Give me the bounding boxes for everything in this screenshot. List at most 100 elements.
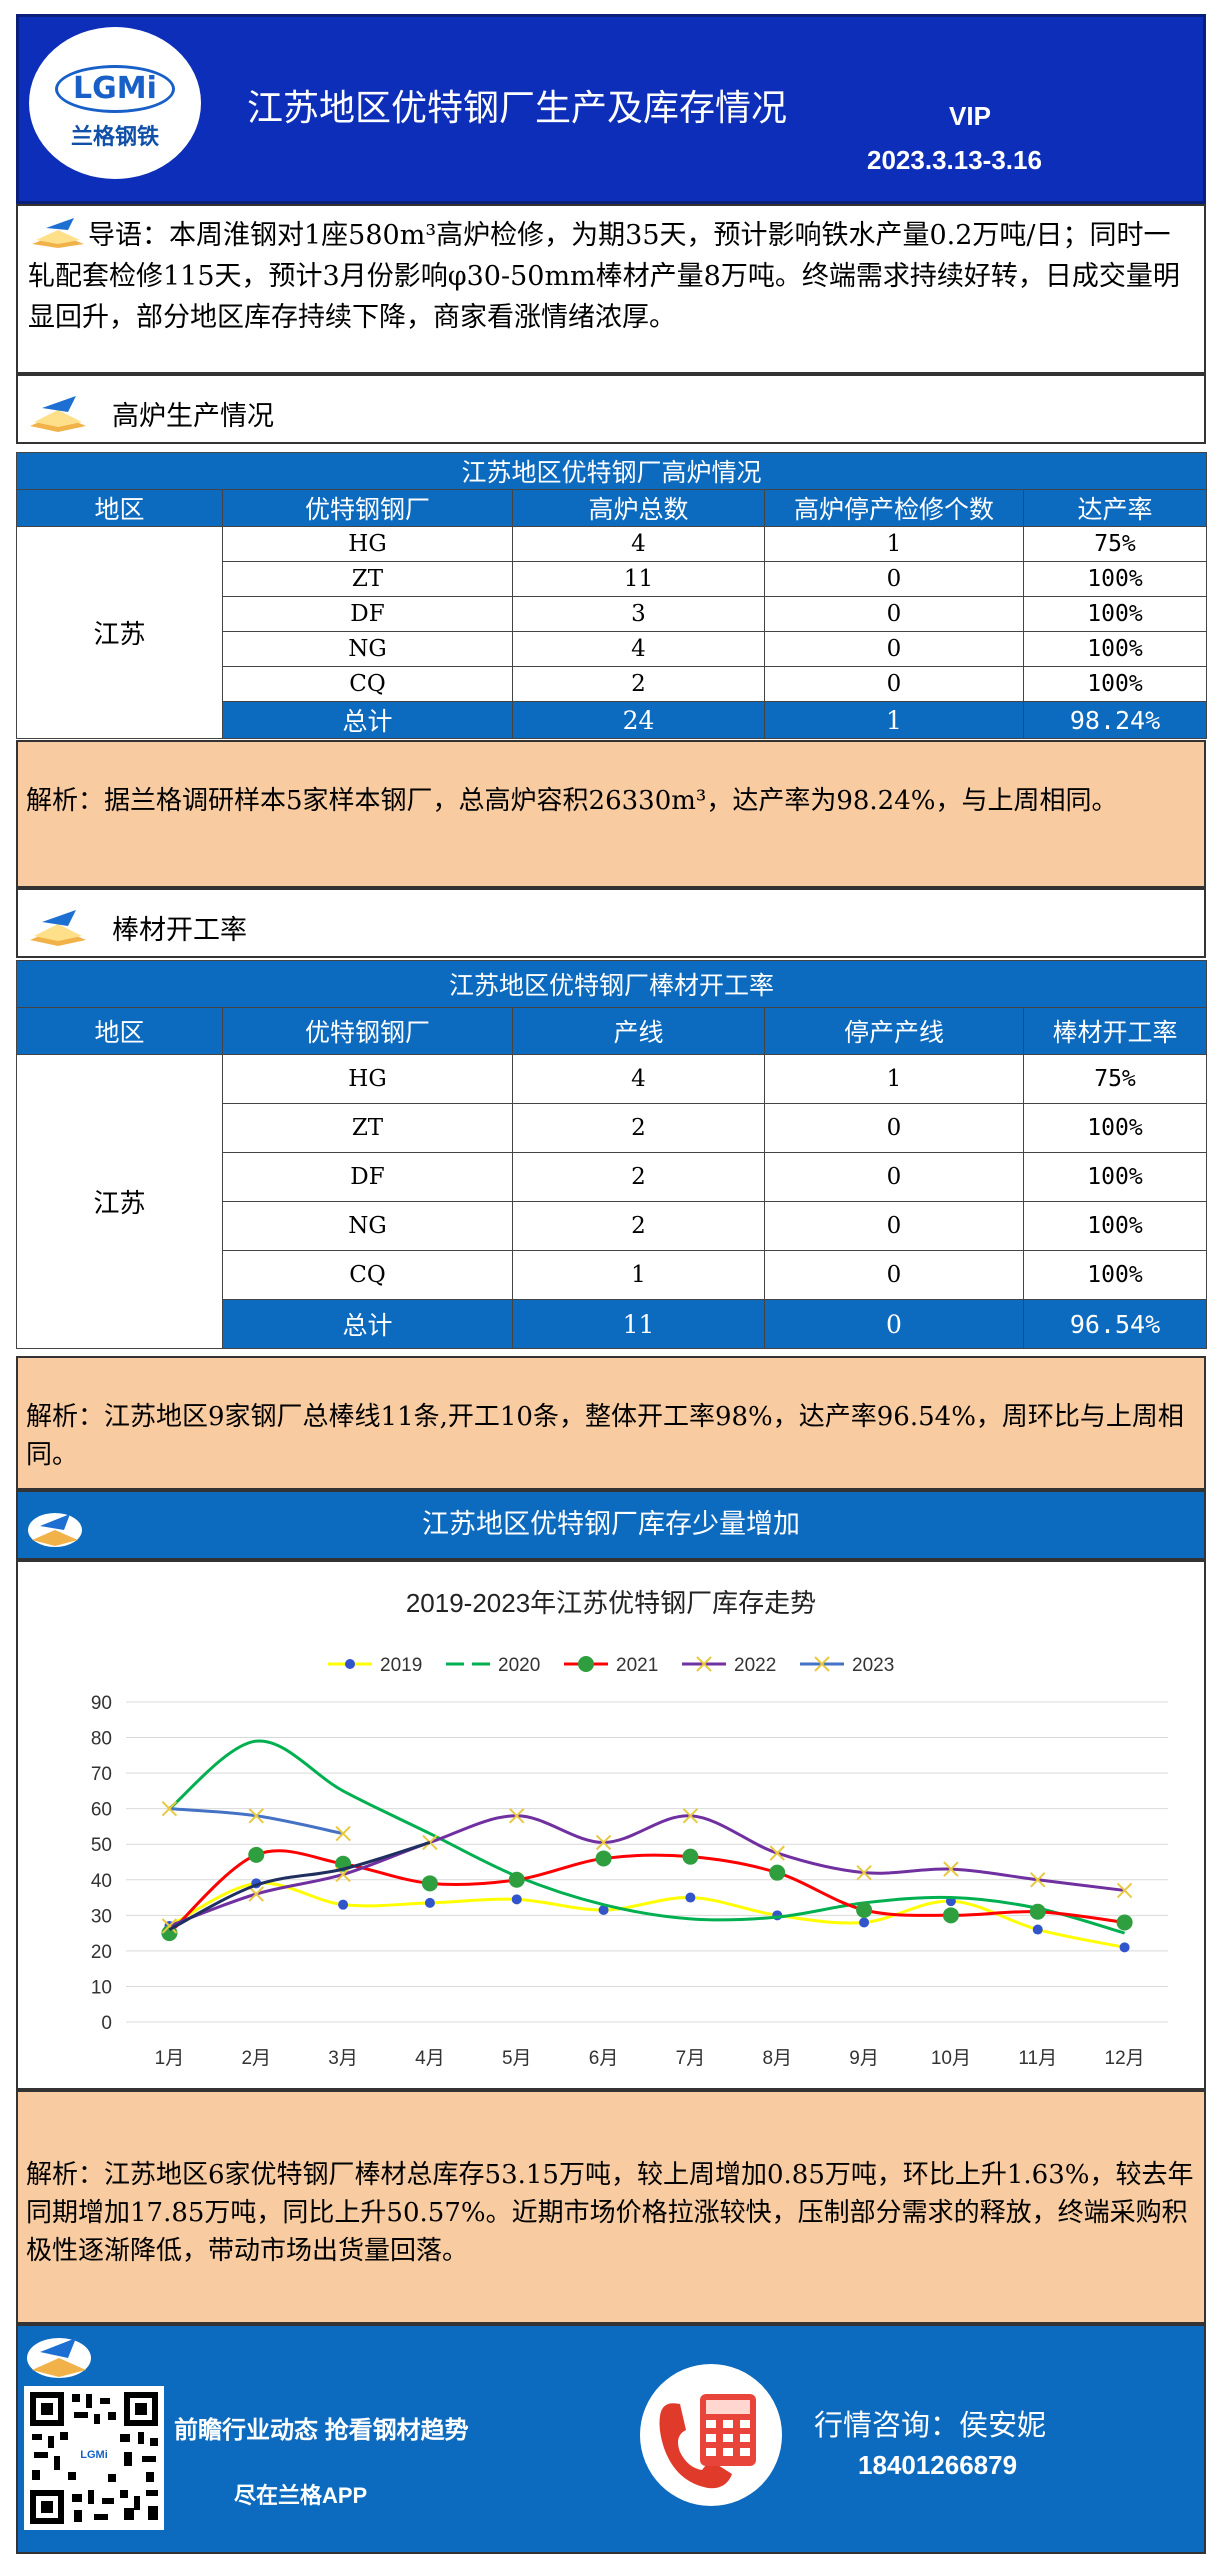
data-point [859,1917,870,1928]
bar-table: 江苏地区优特钢厂棒材开工率 地区 优特钢钢厂 产线 停产产线 棒材开工率 江苏 … [16,960,1207,1349]
data-point [422,1834,438,1851]
table-cell: NG [222,1201,513,1251]
data-point [856,1864,872,1881]
data-point [696,1656,712,1672]
table-cell: NG [222,631,513,667]
phone-icon [659,2394,756,2489]
region-cell: 江苏 [16,526,223,739]
table-cell: 4 [512,631,765,667]
bar-section-title: 棒材开工率 [16,888,1206,958]
bar-analysis-text: 解析：江苏地区9家钢厂总棒线11条,开工10条，整体开工率98%，达产率96.5… [26,1402,1184,1470]
total-cell: 总计 [222,701,513,739]
table-header: 优特钢钢厂 [222,1007,513,1055]
total-cell: 98.24% [1023,701,1207,739]
legend-label: 2022 [734,1655,776,1676]
data-point [814,1656,830,1672]
table-cell: 100% [1023,596,1207,632]
footer-slogan-2: 尽在兰格APP [234,2483,368,2508]
book-icon [28,1513,82,1547]
table-cell: CQ [222,1250,513,1300]
y-tick-label: 70 [91,1764,112,1785]
legend-entry: 2020 [446,1655,540,1676]
table-cell: 100% [1023,561,1207,597]
data-point [248,1846,265,1863]
data-point [1029,1903,1046,1920]
y-tick-label: 50 [91,1835,112,1856]
data-point [595,1834,612,1851]
footer-phone: 18401266879 [858,2450,1018,2480]
book-icon [30,396,86,432]
data-point [856,1902,873,1918]
table-cell: 0 [764,1103,1024,1153]
blast-analysis-text: 解析：据兰格调研样本5家样本钢厂，总高炉容积26330m³，达产率为98.24%… [26,786,1118,816]
y-tick-label: 10 [91,1977,112,1998]
table-header: 优特钢钢厂 [222,489,513,527]
book-icon [32,218,84,248]
table-cell: 0 [764,631,1024,667]
table-cell: 100% [1023,1103,1207,1153]
report-header: LGMi 兰格钢铁 江苏地区优特钢厂生产及库存情况 VIP 2023.3.13-… [16,14,1206,204]
stock-section-title: 江苏地区优特钢厂库存少量增加 [16,1490,1206,1560]
data-point [1030,1872,1046,1888]
data-point [578,1656,594,1672]
total-cell: 0 [764,1299,1024,1349]
table-cell: 0 [764,1250,1024,1300]
chart-axis: 0 10 20 30 40 50 60 70 80 90 1月 2月 3月 4月 5月 6月 7月 8月 9月 10月… [91,1693,1145,2069]
series-2021 [161,1846,1133,1942]
legend-label: 2019 [380,1655,422,1676]
data-point [338,1899,349,1910]
series-2023 [161,1800,351,1842]
table-cell: 100% [1023,1250,1207,1300]
total-cell: 96.54% [1023,1299,1207,1349]
table-cell: 2 [512,1152,765,1202]
total-cell: 1 [764,701,1024,739]
blast-section-title: 高炉生产情况 [16,374,1206,444]
vip-badge: VIP [949,101,991,131]
table-header: 棒材开工率 [1023,1007,1207,1055]
data-point [248,1886,264,1902]
bar-table-caption: 江苏地区优特钢厂棒材开工率 [16,960,1207,1008]
x-tick-label: 4月 [415,2048,445,2069]
table-cell: 2 [512,1103,765,1153]
x-tick-label: 3月 [328,2048,358,2069]
blast-table: 江苏地区优特钢厂高炉情况 地区 优特钢钢厂 高炉总数 高炉停产检修个数 达产率 … [16,452,1207,739]
y-tick-label: 80 [91,1729,112,1750]
qr-code: LGMi [24,2386,164,2530]
table-cell: 0 [764,1152,1024,1202]
table-cell: 0 [764,1201,1024,1251]
series-2020 [168,1739,1125,1935]
table-cell: 100% [1023,631,1207,667]
legend-entry: 2022 [682,1655,776,1676]
table-cell: 75% [1023,526,1207,562]
x-tick-label: 1月 [155,2048,185,2069]
table-cell: 75% [1023,1054,1207,1104]
stock-analysis: 解析：江苏地区6家优特钢厂棒材总库存53.15万吨，较上周增加0.85万吨，环比… [16,2090,1206,2324]
table-header: 达产率 [1023,489,1207,527]
data-point [511,1894,522,1905]
data-point [421,1875,438,1892]
table-cell: 0 [764,666,1024,702]
table-cell: HG [222,526,513,562]
y-tick-label: 20 [91,1942,112,1963]
data-point [248,1808,264,1824]
report-date: 2023.3.13-3.16 [867,145,1042,175]
table-cell: 100% [1023,1152,1207,1202]
data-point [595,1850,612,1867]
chart-legend: 2019 2020 2021 2022 2023 [328,1655,894,1676]
legend-entry: 2019 [328,1655,422,1676]
logo-mark: LGMi [55,65,175,113]
footer-slogan-1: 前瞻行业动态 抢看钢材趋势 [174,2417,469,2444]
x-tick-label: 10月 [931,2048,971,2069]
lange-logo: LGMi 兰格钢铁 [29,27,201,179]
data-point [335,1825,351,1842]
data-point [161,1800,178,1817]
table-cell: 1 [764,526,1024,562]
table-cell: 1 [764,1054,1024,1104]
report-footer: LGMi 前瞻行业动态 抢看钢材趋势 尽在兰格APP 行情咨询：侯安妮 1840… [16,2324,1206,2554]
table-cell: 4 [512,526,765,562]
logo-name: 兰格钢铁 [70,124,159,150]
report-title: 江苏地区优特钢厂生产及库存情况 [247,88,788,129]
x-tick-label: 7月 [676,2048,706,2069]
y-tick-label: 30 [91,1906,112,1927]
